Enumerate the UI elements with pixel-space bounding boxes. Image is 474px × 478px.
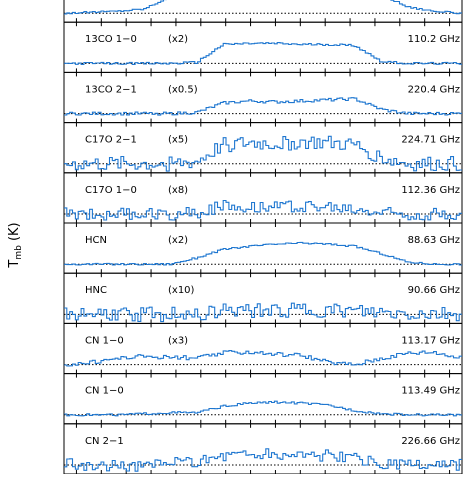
panel-frequency-label: 220.4 GHz <box>408 84 460 95</box>
spectrum-panel: HCN (x2) 88.63 GHz <box>63 222 463 274</box>
spectrum-panel: C17O 2−1 (x5) 224.71 GHz <box>63 122 463 174</box>
panel-scale-label: (x10) <box>168 285 195 296</box>
panel-line-label: C17O 2−1 <box>85 135 137 146</box>
panel-line-label: C17O 1−0 <box>85 185 137 196</box>
spectrum-panel <box>63 0 463 23</box>
spectrum-line <box>64 241 462 266</box>
spectrum-line <box>64 97 462 116</box>
panel-frequency-label: 224.71 GHz <box>401 135 460 146</box>
panel-frequency-label: 113.49 GHz <box>401 386 460 397</box>
spectrum-line <box>64 0 462 15</box>
panel-line-label: CN 1−0 <box>85 335 124 346</box>
panel-frequency-label: 226.66 GHz <box>401 436 460 447</box>
panel-frame <box>63 222 463 274</box>
spectrum-line <box>64 400 462 417</box>
spectrum-line <box>64 302 462 323</box>
spectrum-panel: CN 1−0 113.49 GHz <box>63 373 463 425</box>
y-axis-label: Tmb (K) <box>7 222 24 268</box>
panel-frame <box>63 373 463 425</box>
spectrum-panel: C17O 1−0 (x8) 112.36 GHz <box>63 172 463 224</box>
panels: 13CO 1−0 (x2) 110.2 GHz 13CO 2−1 (x0.5) 220.4… <box>63 0 463 475</box>
panel-line-label: HCN <box>85 235 107 246</box>
panel-frequency-label: 90.66 GHz <box>408 285 460 296</box>
spectrum-line <box>64 199 462 221</box>
panel-line-label: CN 2−1 <box>85 436 124 447</box>
panel-frame <box>63 21 463 73</box>
panel-scale-label: (x0.5) <box>168 84 198 95</box>
panel-frame <box>63 322 463 375</box>
spectrum-line <box>64 42 462 65</box>
panel-frequency-label: 113.17 GHz <box>401 335 460 346</box>
panel-scale-label: (x3) <box>168 335 188 346</box>
y-axis-label-main: Tmb (K) <box>7 222 24 268</box>
panel-line-label: 13CO 2−1 <box>85 84 137 95</box>
spectrum-panel: CN 1−0 (x3) 113.17 GHz <box>63 322 463 375</box>
spectrum-line <box>64 135 462 172</box>
panel-scale-label: (x2) <box>168 235 188 246</box>
panel-scale-label: (x2) <box>168 34 188 45</box>
panel-frequency-label: 88.63 GHz <box>408 235 460 246</box>
panel-line-label: 13CO 1−0 <box>85 34 137 45</box>
spectrum-panel: 13CO 1−0 (x2) 110.2 GHz <box>63 21 463 73</box>
spectrum-line <box>64 350 462 367</box>
panel-line-label: HNC <box>85 285 107 296</box>
panel-scale-label: (x8) <box>168 185 188 196</box>
panel-frequency-label: 112.36 GHz <box>401 185 460 196</box>
spectrum-panel: HNC (x10) 90.66 GHz <box>63 272 463 324</box>
spectrum-panel: CN 2−1 226.66 GHz <box>63 423 463 475</box>
panel-line-label: CN 1−0 <box>85 386 124 397</box>
panel-scale-label: (x5) <box>168 135 188 146</box>
spectrum-line <box>64 448 462 472</box>
panel-frequency-label: 110.2 GHz <box>408 34 460 45</box>
spectrum-panel: 13CO 2−1 (x0.5) 220.4 GHz <box>63 71 463 124</box>
